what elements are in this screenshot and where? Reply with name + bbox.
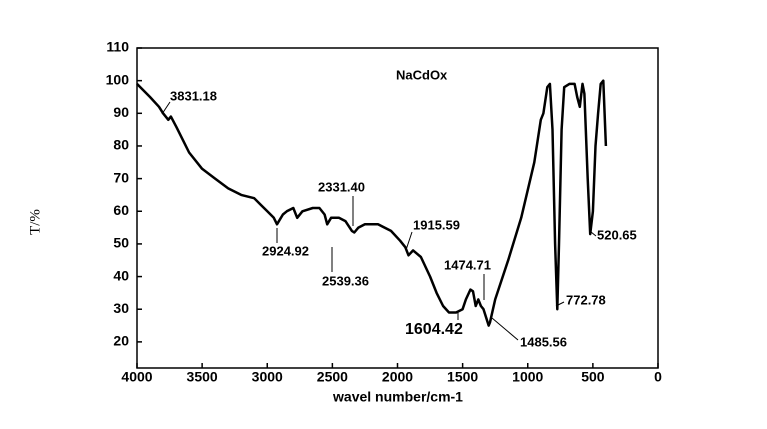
annotation-pointer <box>555 301 565 307</box>
y-tick-label: 20 <box>113 333 129 349</box>
annotation-pointer <box>405 231 413 251</box>
x-tick-label: 1500 <box>447 369 478 385</box>
chart-title: NaCdOx <box>396 67 448 82</box>
y-tick-label: 30 <box>113 300 129 316</box>
x-tick-label: 0 <box>654 369 662 385</box>
peak-label: 520.65 <box>597 227 637 242</box>
peak-label: 2924.92 <box>262 243 309 258</box>
peak-label: 1485.56 <box>520 334 567 349</box>
x-tick-label: 2000 <box>382 369 413 385</box>
peak-label: 1474.71 <box>444 257 491 272</box>
x-tick-label: 2500 <box>317 369 348 385</box>
peak-label: 1915.59 <box>413 217 460 232</box>
x-axis-label: wavel number/cm-1 <box>332 389 463 405</box>
x-tick-label: 4000 <box>121 369 152 385</box>
peak-label: 772.78 <box>566 292 606 307</box>
y-tick-label: 50 <box>113 235 129 251</box>
peak-label: 1604.42 <box>405 321 463 338</box>
peak-label: 3831.18 <box>170 88 217 103</box>
spectrum-line <box>136 79 608 327</box>
y-tick-label: 70 <box>113 169 129 185</box>
y-tick-label: 40 <box>113 267 129 283</box>
x-tick-label: 3500 <box>187 369 218 385</box>
x-tick-label: 500 <box>581 369 605 385</box>
y-tick-label: 100 <box>106 71 130 87</box>
peak-label: 2331.40 <box>318 179 365 194</box>
annotation-pointer <box>590 231 597 237</box>
annotation-pointer <box>161 101 171 115</box>
x-tick-label: 3000 <box>252 369 283 385</box>
peak-label: 2539.36 <box>322 273 369 288</box>
y-tick-label: 80 <box>113 137 129 153</box>
x-tick-label: 1000 <box>512 369 543 385</box>
annotation-pointer <box>491 317 519 341</box>
y-tick-label: 110 <box>106 39 129 55</box>
y-tick-label: 60 <box>113 202 129 218</box>
y-tick-label: 90 <box>113 104 129 120</box>
y-axis-label: T/% <box>27 209 43 235</box>
